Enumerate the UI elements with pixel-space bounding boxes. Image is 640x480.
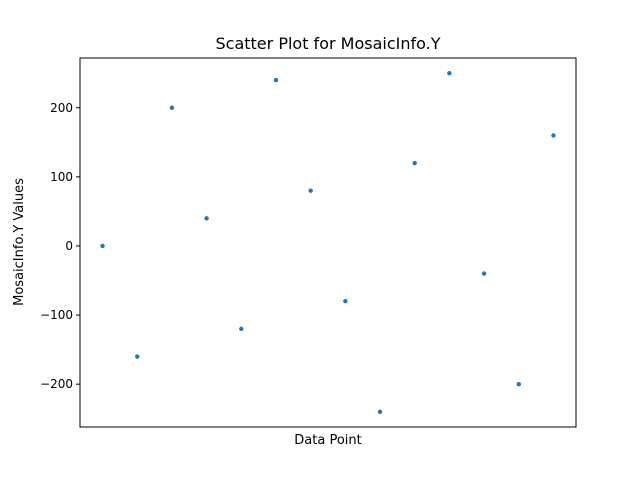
data-points <box>100 71 556 414</box>
y-tick-label: −100 <box>40 308 73 322</box>
data-point <box>135 354 140 359</box>
data-point <box>308 188 313 193</box>
data-point <box>100 243 105 249</box>
data-point <box>516 381 521 387</box>
y-axis: −200 −100 0 100 200 <box>40 101 80 391</box>
x-axis-label: Data Point <box>294 433 361 448</box>
data-point <box>273 77 279 83</box>
data-point <box>169 105 175 110</box>
data-point <box>481 271 487 276</box>
y-axis-label: MosaicInfo.Y Values <box>12 178 27 306</box>
y-tick-label: −200 <box>40 377 73 391</box>
plot-area <box>79 57 577 428</box>
data-point <box>551 133 556 138</box>
y-tick-label: 100 <box>50 170 73 184</box>
y-tick-label: 0 <box>65 239 73 253</box>
data-point <box>343 299 348 304</box>
data-point <box>204 216 209 221</box>
chart-title: Scatter Plot for MosaicInfo.Y <box>216 34 441 53</box>
y-tick-label: 200 <box>50 101 73 115</box>
data-point <box>239 326 244 332</box>
data-point <box>412 160 417 166</box>
data-point <box>447 71 452 76</box>
data-point <box>377 409 383 414</box>
